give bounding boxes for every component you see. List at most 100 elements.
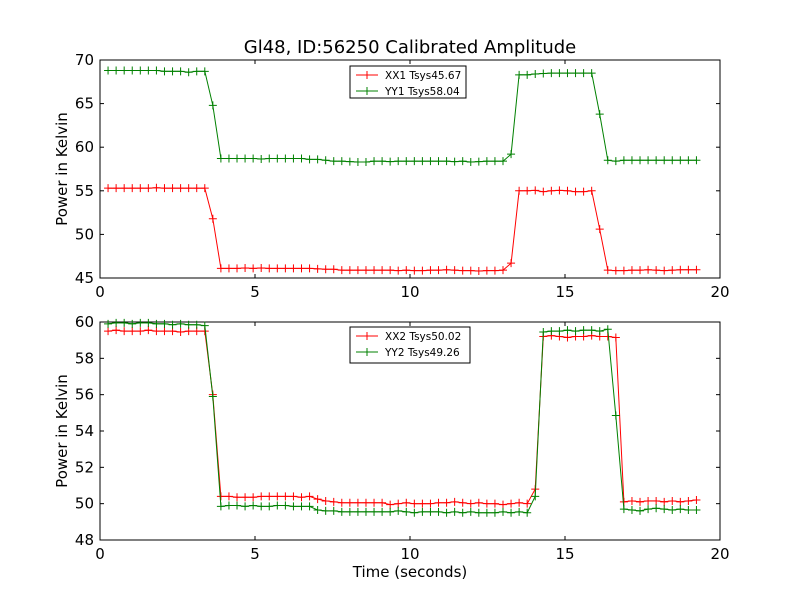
top-series-0-point [434,266,443,275]
bottom-series-0-point [652,496,661,505]
top-y-tick-label: 65 [75,95,94,113]
bottom-y-tick-label: 54 [75,422,94,440]
bottom-series-1-point [378,507,387,516]
bottom-series-0-point [676,497,685,506]
bottom-series-1-point [144,318,153,327]
top-series-1-point [547,69,556,78]
bottom-series-1-point [386,507,395,516]
top-series-0-point [241,263,250,272]
bottom-series-0-point [627,496,636,505]
top-series-1-point [579,69,588,78]
top-legend-box [349,65,467,99]
top-series-0-point [104,184,113,193]
top-y-tick-label: 55 [75,182,94,200]
top-series-1-point [418,157,427,166]
bottom-series-0-point [128,327,137,336]
top-series-1-point [152,66,161,75]
bottom-series-0-point [337,498,346,507]
bottom-series-0-point [474,498,483,507]
bottom-series-0-point [305,492,314,501]
top-series-0-point [305,264,314,273]
bottom-series-0-point [644,496,653,505]
top-series-1-point [442,157,451,166]
bottom-series-0-point [265,492,274,501]
top-axes: 0 5 10 15 20 45 50 55 60 65 70 Power in Kelvin XX1 T… [53,51,730,301]
top-series-0-point [216,264,225,273]
top-series-1-point [515,70,524,79]
top-series-1-point [692,156,701,165]
top-series-1-point [619,156,628,165]
bottom-series-0-point [402,498,411,507]
bottom-series-1-point [587,326,596,335]
top-series-1-point [652,156,661,165]
top-series-1-point [627,156,636,165]
top-series-1-point [257,154,266,163]
top-y-tick-label: 50 [75,225,94,243]
bottom-series-0-point [233,493,242,502]
bottom-series-0-point [611,333,620,342]
top-series-1-point [249,154,258,163]
bottom-series-0-point [112,326,121,335]
bottom-series-0-point [281,492,290,501]
bottom-axes: 0 5 10 15 20 48 50 52 54 56 58 60 Power in Kelvin Tim… [53,313,730,581]
bottom-series-0-point [329,497,338,506]
top-series-0-point [370,266,379,275]
top-series-1-point [466,158,475,167]
bottom-series-1-point [434,507,443,516]
bottom-series-1-point [273,501,282,510]
top-series-1-point [184,68,193,77]
bottom-series-1-point [128,319,137,328]
bottom-series-1-point [636,506,645,515]
bottom-series-0-point [249,493,258,502]
top-series-0-point [386,266,395,275]
top-series-1-point [265,154,274,163]
bottom-series-0-point [426,499,435,508]
bottom-series-0-point [257,492,266,501]
bottom-series-0-point [692,496,701,505]
bottom-series-0-point [378,498,387,507]
top-series-0-point [208,214,217,223]
top-series-0-point [636,266,645,275]
top-series-1-point [660,156,669,165]
top-series-0-point [676,265,685,274]
bottom-series-1-point [563,326,572,335]
top-series-0-point [394,266,403,275]
bottom-series-1-point [539,327,548,336]
top-series-0-point [458,266,467,275]
top-series-0-point [619,266,628,275]
top-y-tick-label: 70 [75,51,94,69]
top-series-0-point [297,264,306,273]
bottom-series-0-point [490,499,499,508]
top-x-tick-label: 10 [400,283,419,301]
bottom-y-tick-label: 50 [75,495,94,513]
bottom-series-0-point [144,326,153,335]
bottom-series-1-point [305,502,314,511]
top-series-0-point [563,186,572,195]
top-series-1-point [200,67,209,76]
top-series-0-point [160,184,169,193]
bottom-series-1-point [458,508,467,517]
bottom-series-1-point [515,507,524,516]
bottom-series-1-point [644,505,653,514]
bottom-series-1-point [353,507,362,516]
top-series-0-point [531,186,540,195]
top-series-0-point [692,265,701,274]
top-series-0-point [184,184,193,193]
top-legend-label: YY1 Tsys58.04 [384,86,460,98]
top-series-1-point [208,101,217,110]
bottom-series-0-point [160,327,169,336]
top-x-tick-label: 15 [555,283,574,301]
bottom-series-0-point [273,492,282,501]
bottom-y-tick-label: 48 [75,531,94,549]
top-x-tick-label: 20 [710,283,729,301]
bottom-series-1-point [619,505,628,514]
bottom-series-1-point [426,507,435,516]
top-x-tick-label: 0 [95,283,105,301]
top-series-1-point [120,66,129,75]
top-series-1-point [361,158,370,167]
top-series-1-point [474,157,483,166]
top-series-1-point [144,66,153,75]
bottom-series-1-point [337,507,346,516]
top-legend-label: XX1 Tsys45.67 [385,70,461,82]
bottom-series-1-point [684,506,693,515]
